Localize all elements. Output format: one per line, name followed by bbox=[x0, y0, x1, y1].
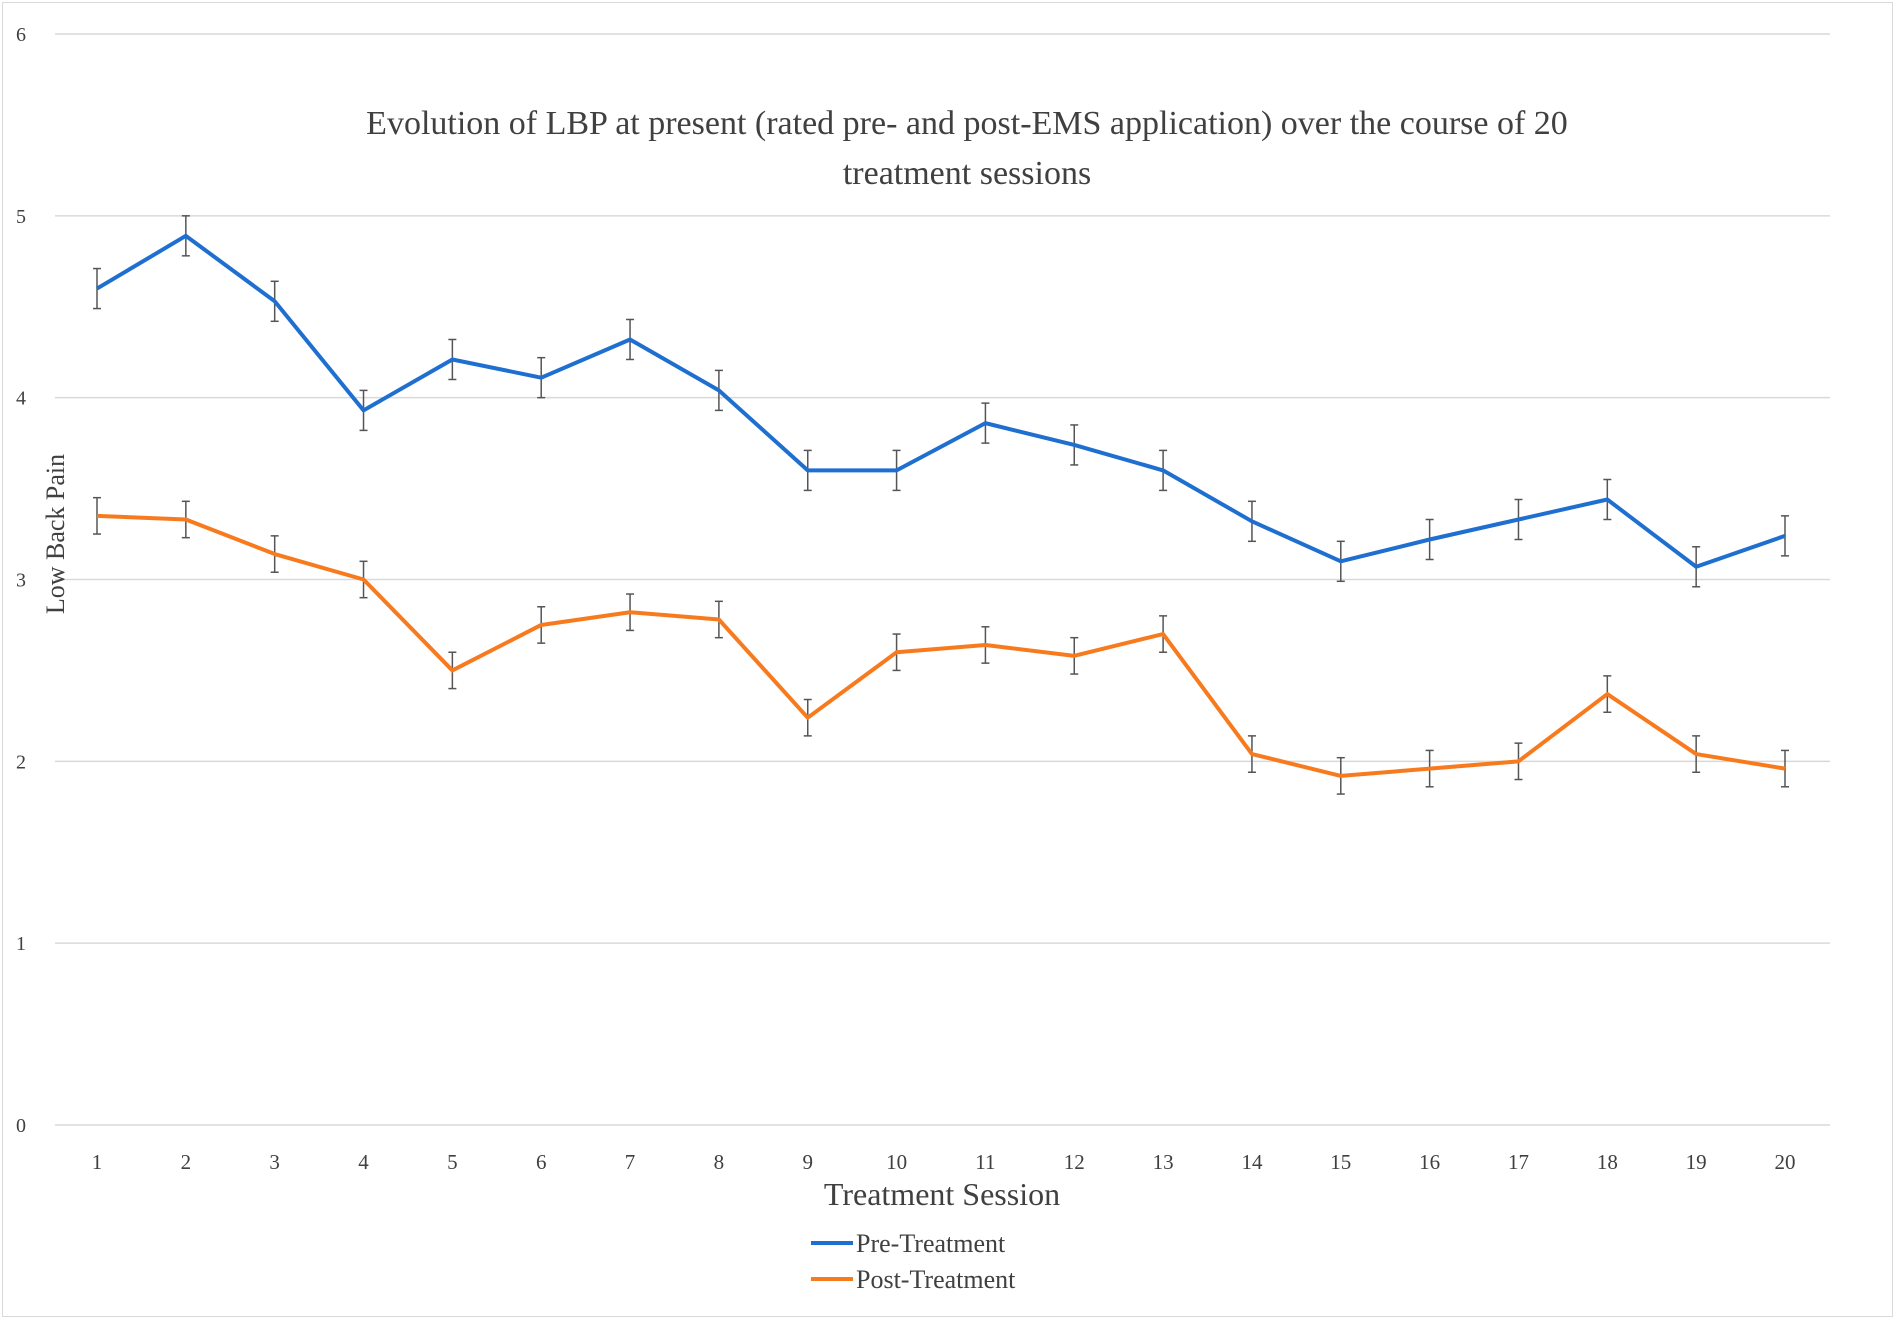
series-line bbox=[95, 233, 1786, 569]
chart-title-line-1: Evolution of LBP at present (rated pre- … bbox=[366, 105, 1568, 142]
x-tick-label: 14 bbox=[1241, 1150, 1263, 1174]
x-tick-label: 6 bbox=[536, 1150, 547, 1174]
series-post-treatment bbox=[93, 496, 1789, 795]
x-tick-label: 19 bbox=[1686, 1150, 1707, 1174]
x-tick-label: 5 bbox=[447, 1150, 458, 1174]
x-tick-label: 1 bbox=[92, 1150, 103, 1174]
chart-title-line-2: treatment sessions bbox=[843, 155, 1091, 192]
y-tick-label: 2 bbox=[16, 751, 26, 773]
legend: Pre-Treatment Post-Treatment bbox=[811, 1229, 1016, 1294]
series-line bbox=[96, 513, 1786, 778]
y-tick-label: 1 bbox=[16, 933, 26, 955]
x-tick-label: 18 bbox=[1597, 1150, 1618, 1174]
y-tick-label: 3 bbox=[16, 570, 26, 592]
x-tick-label: 20 bbox=[1775, 1150, 1796, 1174]
x-tick-label: 15 bbox=[1330, 1150, 1351, 1174]
x-tick-label: 3 bbox=[269, 1150, 280, 1174]
x-tick-label: 17 bbox=[1508, 1150, 1529, 1174]
x-tick-label: 7 bbox=[625, 1150, 636, 1174]
y-axis-label: Low Back Pain bbox=[41, 454, 70, 614]
y-tick-label: 6 bbox=[16, 24, 26, 46]
x-tick-label: 2 bbox=[181, 1150, 192, 1174]
x-tick-label: 8 bbox=[714, 1150, 725, 1174]
y-tick-label: 4 bbox=[16, 388, 26, 410]
x-tick-label: 16 bbox=[1419, 1150, 1440, 1174]
x-tick-label: 13 bbox=[1153, 1150, 1174, 1174]
x-tick-label: 9 bbox=[802, 1150, 813, 1174]
x-tick-label: 10 bbox=[886, 1150, 907, 1174]
x-tick-label: 12 bbox=[1064, 1150, 1085, 1174]
y-tick-label: 5 bbox=[16, 206, 26, 228]
x-axis-label: Treatment Session bbox=[824, 1176, 1060, 1212]
series-pre-treatment bbox=[93, 215, 1789, 588]
legend-label-pre: Pre-Treatment bbox=[856, 1229, 1006, 1258]
x-tick-label: 4 bbox=[358, 1150, 369, 1174]
legend-label-post: Post-Treatment bbox=[856, 1265, 1016, 1294]
x-tick-label: 11 bbox=[975, 1150, 995, 1174]
y-tick-label: 0 bbox=[16, 1115, 26, 1137]
